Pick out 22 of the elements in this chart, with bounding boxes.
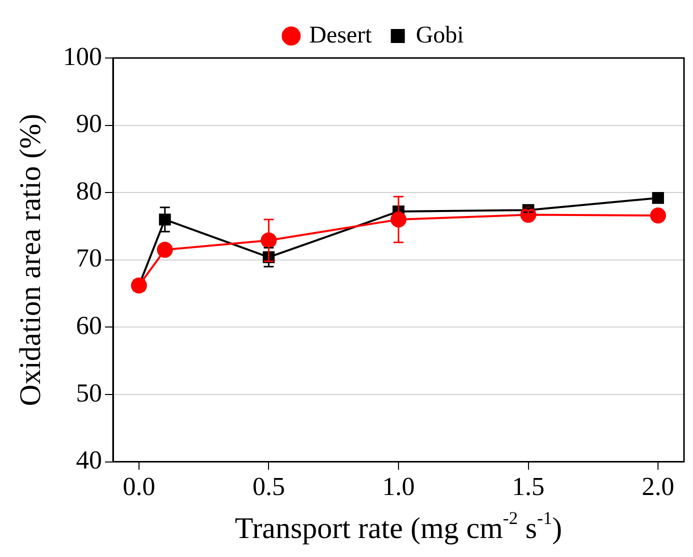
y-tick-label: 80 bbox=[76, 176, 102, 206]
point bbox=[130, 277, 147, 294]
x-tick-label: 2.0 bbox=[642, 472, 674, 502]
legend-label: Gobi bbox=[416, 22, 464, 48]
y-tick-label: 50 bbox=[76, 378, 102, 408]
x-tick-label: 0.5 bbox=[252, 472, 285, 502]
y-tick-label: 70 bbox=[76, 244, 102, 273]
point bbox=[158, 214, 171, 226]
x-tick-label: 0.0 bbox=[122, 472, 156, 502]
x-tick-label: 1.0 bbox=[382, 472, 415, 502]
point bbox=[156, 242, 173, 258]
y-tick-label: 60 bbox=[76, 311, 102, 340]
y-tick-label: 40 bbox=[76, 446, 102, 475]
point bbox=[390, 212, 406, 228]
point bbox=[652, 192, 664, 204]
y-tick-label: 100 bbox=[63, 42, 102, 71]
y-axis-title: Oxidation area ratio (%) bbox=[14, 114, 47, 406]
x-tick-label: 1.5 bbox=[512, 472, 545, 502]
y-tick-label: 90 bbox=[76, 109, 102, 138]
point bbox=[520, 206, 536, 223]
legend-label: Desert bbox=[309, 22, 372, 48]
point bbox=[650, 207, 666, 224]
